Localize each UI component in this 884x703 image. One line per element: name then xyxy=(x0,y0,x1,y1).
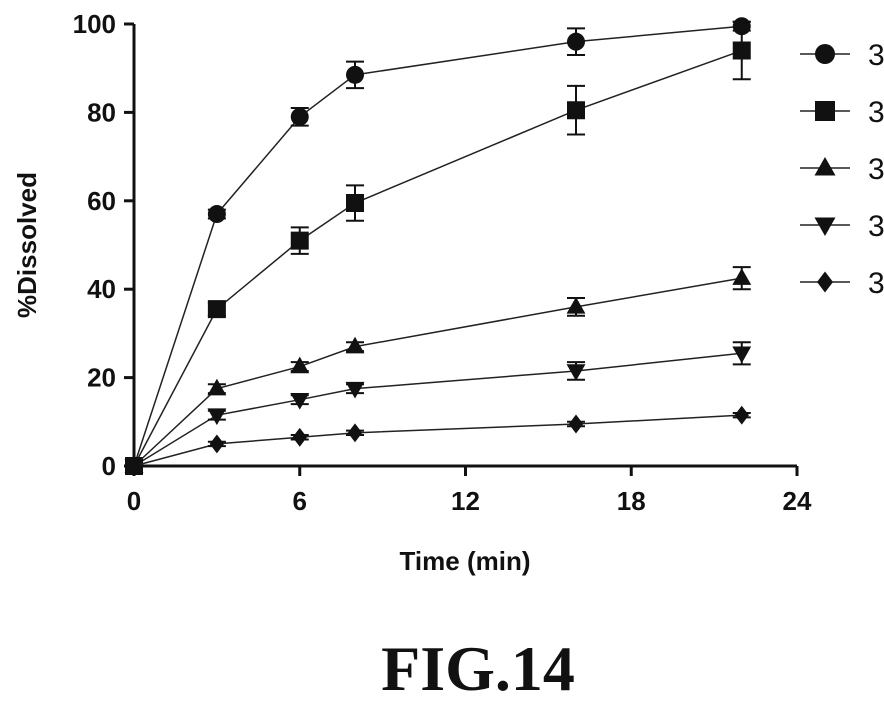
legend-label: 3 xyxy=(868,267,884,300)
x-tick-label: 24 xyxy=(783,486,812,516)
legend-marker xyxy=(814,217,836,236)
series-circle xyxy=(125,17,751,475)
legend-label: 3 xyxy=(868,153,884,186)
series-line xyxy=(133,277,742,467)
data-point xyxy=(732,41,751,60)
series-diamond xyxy=(126,405,751,476)
legend-label: 3 xyxy=(868,39,884,72)
y-tick-label: 0 xyxy=(102,451,116,481)
series-line xyxy=(133,25,742,467)
data-point xyxy=(346,65,364,84)
data-point xyxy=(207,408,227,426)
data-point xyxy=(566,364,586,381)
data-point xyxy=(567,32,585,51)
legend-marker xyxy=(814,157,836,176)
series-square xyxy=(125,20,751,475)
y-tick-label: 100 xyxy=(73,9,116,39)
y-axis-title: %Dissolved xyxy=(12,172,42,318)
legend-marker xyxy=(815,44,835,64)
legend-item: 3 xyxy=(800,267,884,300)
data-point xyxy=(345,381,365,399)
data-point xyxy=(566,296,586,314)
series-triangle-down xyxy=(124,341,752,476)
series-layer xyxy=(124,17,752,476)
x-tick-label: 0 xyxy=(127,486,141,516)
data-point xyxy=(292,427,307,447)
y-tick-label: 60 xyxy=(87,186,116,216)
x-axis-ticks: 0 6 12 18 24 xyxy=(127,466,812,516)
series-line xyxy=(133,414,742,467)
data-point xyxy=(568,414,584,434)
data-point xyxy=(126,456,142,476)
plot-area: 0 20 40 60 80 100 0 6 12 18 24 xyxy=(73,9,812,516)
legend-label: 3 xyxy=(868,96,884,129)
data-point xyxy=(345,336,365,354)
legend-item: 3 xyxy=(800,153,884,186)
legend-label: 3 xyxy=(868,210,884,243)
data-point xyxy=(207,378,227,396)
data-point xyxy=(567,101,585,120)
data-point xyxy=(346,194,364,213)
data-point xyxy=(734,405,749,425)
data-point xyxy=(732,268,752,285)
legend-item: 3 xyxy=(800,210,884,243)
y-axis-ticks: 0 20 40 60 80 100 xyxy=(73,9,134,481)
data-point xyxy=(207,205,226,224)
y-tick-label: 80 xyxy=(87,97,116,127)
data-point xyxy=(290,231,309,250)
legend-marker xyxy=(817,271,833,293)
y-tick-label: 40 xyxy=(87,274,116,304)
data-point xyxy=(207,300,226,319)
data-point xyxy=(732,346,752,364)
y-tick-label: 20 xyxy=(87,363,116,393)
x-tick-label: 6 xyxy=(293,486,307,516)
x-tick-label: 18 xyxy=(617,486,646,516)
figure-caption: FIG.14 xyxy=(381,633,575,703)
data-point xyxy=(347,423,363,443)
data-point xyxy=(290,392,310,410)
series-line xyxy=(133,352,742,467)
legend-item: 3 xyxy=(800,39,884,72)
data-point xyxy=(290,356,310,374)
x-tick-label: 12 xyxy=(451,486,480,516)
x-axis-title: Time (min) xyxy=(400,546,531,576)
data-point xyxy=(209,434,225,454)
legend-marker xyxy=(815,101,835,121)
legend: 3 3 3 3 3 xyxy=(800,39,884,300)
legend-item: 3 xyxy=(800,96,884,129)
series-line xyxy=(133,49,743,467)
data-point xyxy=(290,107,309,126)
